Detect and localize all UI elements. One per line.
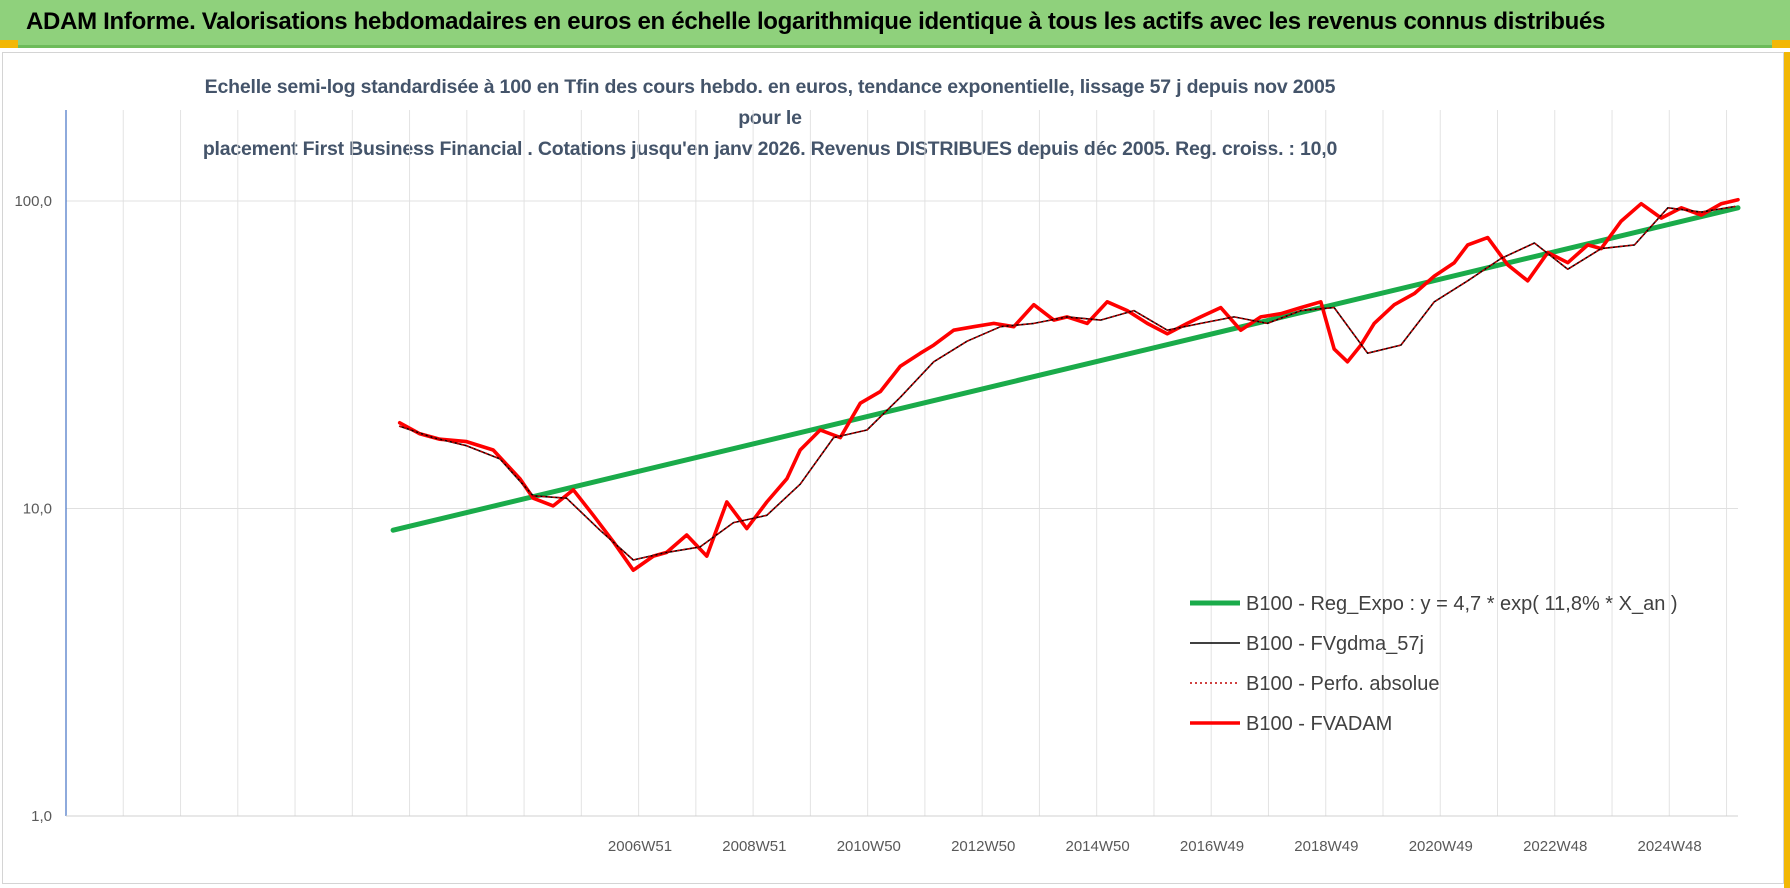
x-tick-label: 2018W49 — [1294, 838, 1358, 855]
x-tick-label: 2020W49 — [1409, 838, 1473, 855]
chart-title-line-2: placement First Business Financial . Cot… — [202, 138, 1338, 160]
chart-grid — [66, 110, 1738, 817]
x-tick-label: 2012W50 — [951, 838, 1015, 855]
smoothed-line — [398, 205, 1736, 561]
chart-frame — [2, 52, 1784, 884]
x-tick-label: 2022W48 — [1523, 838, 1587, 855]
top-left-accent — [0, 40, 18, 48]
top-right-accent — [1772, 40, 1790, 48]
legend-absolute-label: B100 - Perfo. absolue — [1246, 673, 1439, 695]
regression-line — [390, 205, 1741, 533]
y-tick-label: 1,0 — [31, 808, 52, 825]
x-tick-label: 2006W51 — [608, 838, 672, 855]
y-tick-label: 10,0 — [23, 501, 52, 518]
x-tick-label: 2014W50 — [1065, 838, 1129, 855]
legend-fvadam-label: B100 - FVADAM — [1246, 713, 1392, 735]
x-tick-label: 2008W51 — [722, 838, 786, 855]
title-banner: ADAM Informe. Valorisations hebdomadaire… — [0, 0, 1790, 48]
chart-legend: B100 - Reg_Expo : y = 4,7 * exp( 11,8% *… — [1190, 593, 1678, 735]
legend-regression-label: B100 - Reg_Expo : y = 4,7 * exp( 11,8% *… — [1246, 593, 1678, 615]
legend-smoothed-label: B100 - FVgdma_57j — [1246, 633, 1424, 655]
chart-series — [390, 197, 1741, 573]
x-tick-label: 2010W50 — [837, 838, 901, 855]
chart-title-line-1: Echelle semi-log standardisée à 100 en T… — [204, 76, 1336, 129]
absolute-perf-line — [399, 205, 1736, 561]
chart-title: Echelle semi-log standardisée à 100 en T… — [190, 72, 1350, 165]
chart-ticks: 1,0 10,0 100,0 2006W51 2008W51 2010W50 2012W50… — [14, 193, 1701, 855]
report-title: ADAM Informe. Valorisations hebdomadaire… — [26, 8, 1606, 35]
chart-axes — [65, 110, 1738, 817]
x-tick-label: 2016W49 — [1180, 838, 1244, 855]
fvadam-line — [397, 197, 1740, 573]
y-tick-label: 100,0 — [14, 193, 52, 210]
right-accent-bar — [1784, 52, 1790, 888]
x-tick-label: 2024W48 — [1637, 838, 1701, 855]
